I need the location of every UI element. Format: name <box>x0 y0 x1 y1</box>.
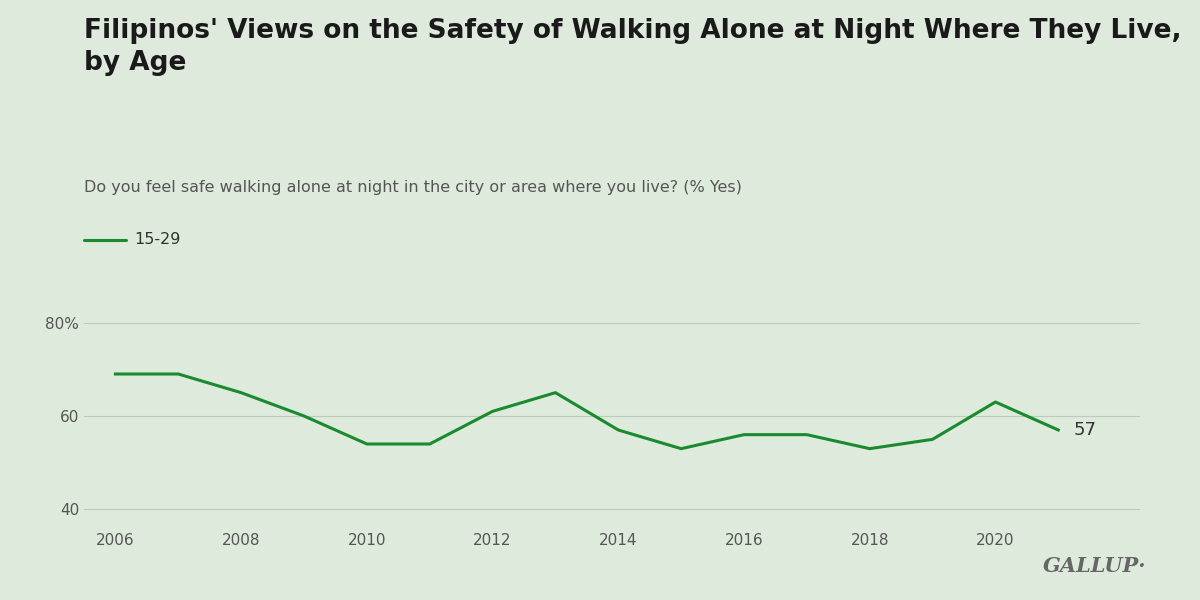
Text: GALLUP·: GALLUP· <box>1043 556 1146 576</box>
Text: Filipinos' Views on the Safety of Walking Alone at Night Where They Live,
by Age: Filipinos' Views on the Safety of Walkin… <box>84 18 1182 76</box>
Text: 15-29: 15-29 <box>134 232 181 247</box>
Text: Do you feel safe walking alone at night in the city or area where you live? (% Y: Do you feel safe walking alone at night … <box>84 180 742 195</box>
Text: 57: 57 <box>1074 421 1097 439</box>
